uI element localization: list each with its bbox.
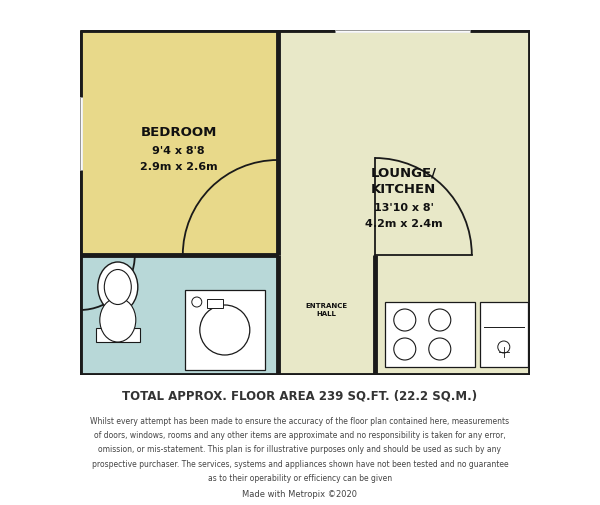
Circle shape (394, 309, 416, 331)
Bar (80, 30, 278, 255)
Circle shape (429, 309, 451, 331)
Text: 13'10 x 8': 13'10 x 8' (374, 203, 434, 213)
Circle shape (429, 338, 451, 360)
Bar (207, 299, 223, 308)
Bar (278, 30, 530, 375)
Circle shape (192, 297, 202, 307)
Text: as to their operability or efficiency can be given: as to their operability or efficiency ca… (208, 474, 392, 483)
Text: LOUNGE/: LOUNGE/ (371, 166, 437, 179)
Ellipse shape (98, 262, 138, 312)
Text: 4.2m x 2.4m: 4.2m x 2.4m (365, 219, 443, 228)
Circle shape (498, 341, 510, 353)
Text: Made with Metropix ©2020: Made with Metropix ©2020 (242, 490, 358, 499)
Bar (480, 302, 528, 367)
Bar (80, 255, 278, 375)
Text: KITCHEN: KITCHEN (371, 183, 436, 196)
Text: 2.9m x 2.6m: 2.9m x 2.6m (140, 162, 218, 172)
Circle shape (394, 338, 416, 360)
Text: TOTAL APPROX. FLOOR AREA 239 SQ.FT. (22.2 SQ.M.): TOTAL APPROX. FLOOR AREA 239 SQ.FT. (22.… (122, 390, 478, 403)
Bar (185, 290, 265, 370)
Bar (385, 302, 475, 367)
Text: BEDROOM: BEDROOM (140, 126, 217, 139)
Text: ENTRANCE
HALL: ENTRANCE HALL (305, 303, 347, 317)
Bar (278, 255, 375, 375)
Circle shape (200, 305, 250, 355)
Ellipse shape (100, 298, 136, 342)
Text: Whilst every attempt has been made to ensure the accuracy of the floor plan cont: Whilst every attempt has been made to en… (91, 417, 509, 426)
Ellipse shape (104, 270, 131, 305)
Text: prospective purchaser. The services, systems and appliances shown have not been : prospective purchaser. The services, sys… (92, 460, 508, 469)
Text: 9'4 x 8'8: 9'4 x 8'8 (152, 145, 205, 156)
Text: of doors, windows, rooms and any other items are approximate and no responsibili: of doors, windows, rooms and any other i… (94, 431, 506, 440)
Bar (96, 328, 140, 342)
Text: omission, or mis-statement. This plan is for illustrative purposes only and shou: omission, or mis-statement. This plan is… (98, 445, 502, 455)
